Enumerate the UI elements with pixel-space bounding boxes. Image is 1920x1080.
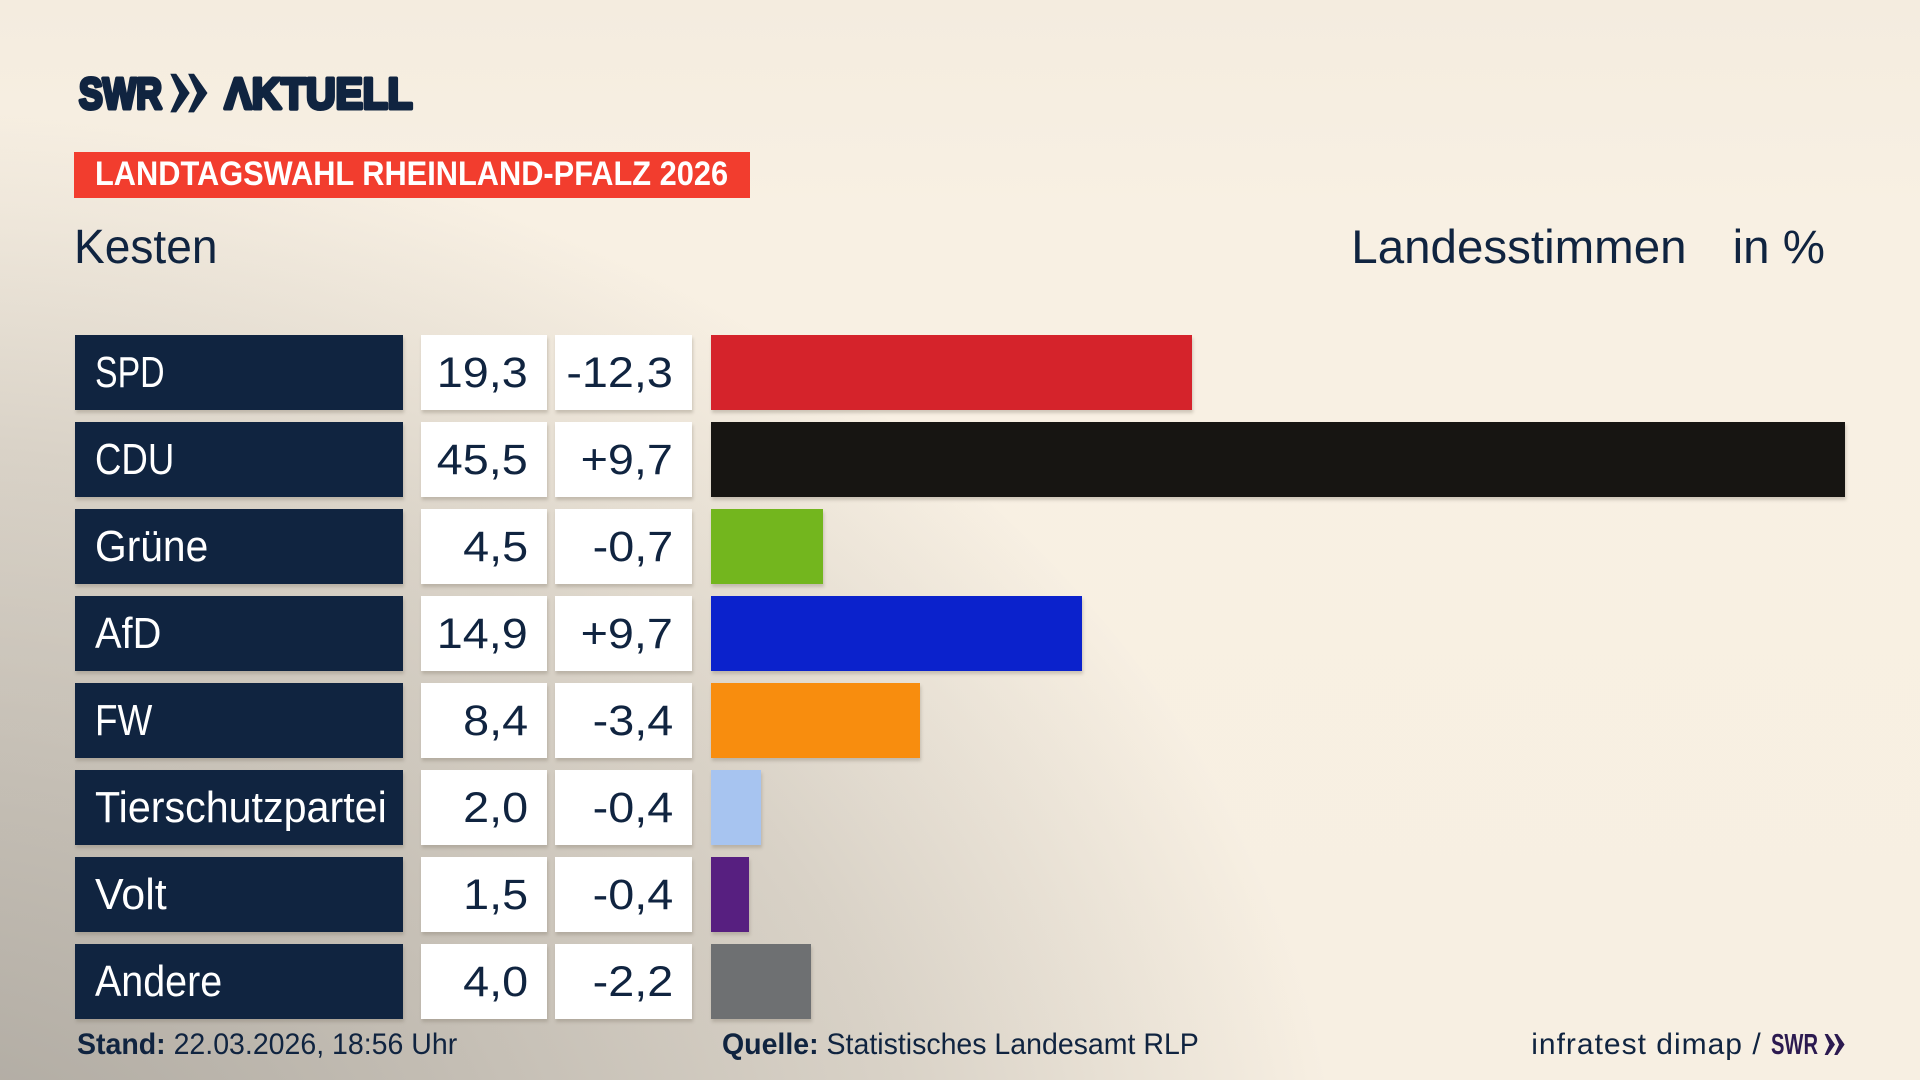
svg-text:SWR: SWR [79, 72, 162, 114]
svg-text:ΛKTUELL: ΛKTUELL [225, 72, 413, 114]
svg-text:SWR: SWR [1771, 1033, 1818, 1055]
